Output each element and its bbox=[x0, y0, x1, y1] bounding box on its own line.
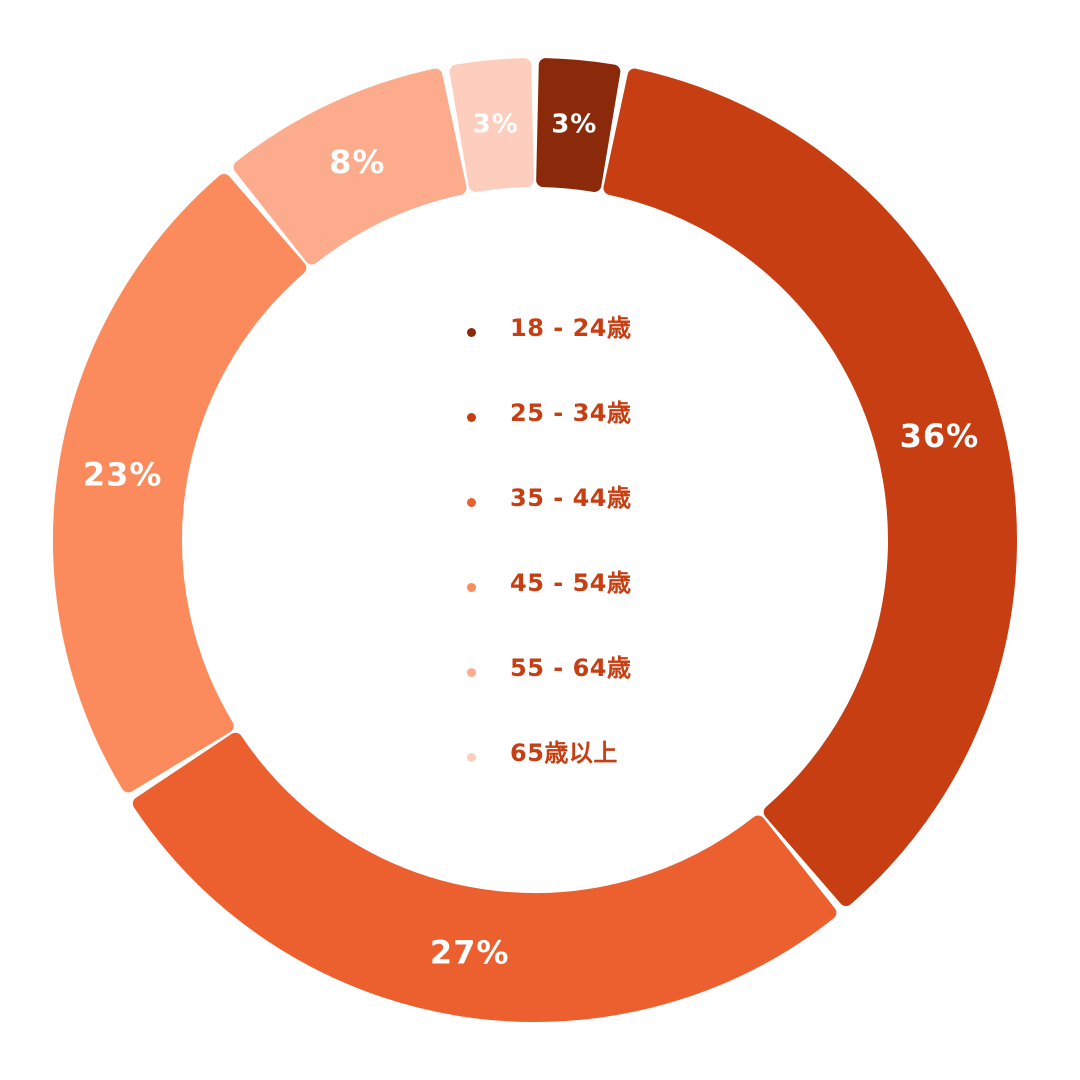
legend-item: 45 - 54歳 bbox=[460, 560, 631, 600]
donut-slice bbox=[603, 68, 1017, 907]
legend-item: 25 - 34歳 bbox=[460, 390, 631, 430]
legend-swatch bbox=[467, 582, 476, 592]
legend-item: 35 - 44歳 bbox=[460, 475, 631, 515]
slice-value-label: 23% bbox=[83, 456, 163, 494]
legend-label: 65歳以上 bbox=[510, 738, 618, 767]
slice-value-labels: 3% 36% 27% 23% 8% 3% bbox=[83, 109, 980, 971]
legend-label: 45 - 54歳 bbox=[510, 568, 632, 597]
legend-swatch bbox=[467, 412, 476, 422]
donut-slice bbox=[536, 58, 621, 192]
legend-label: 55 - 64歳 bbox=[510, 653, 632, 682]
legend-swatch bbox=[467, 667, 476, 677]
slice-value-label: 3% bbox=[473, 109, 519, 139]
donut-slice bbox=[233, 68, 467, 265]
legend-swatch bbox=[467, 327, 476, 337]
legend-swatch bbox=[467, 497, 476, 507]
donut-slice bbox=[53, 173, 307, 793]
legend-item: 65歳以上 bbox=[460, 730, 618, 770]
legend-swatch bbox=[467, 752, 476, 762]
slice-value-label: 36% bbox=[900, 417, 980, 455]
donut-slices bbox=[53, 58, 1017, 1022]
donut-slice bbox=[449, 58, 534, 192]
slice-value-label: 8% bbox=[329, 143, 385, 181]
donut-slice bbox=[132, 732, 837, 1022]
legend-label: 25 - 34歳 bbox=[510, 398, 632, 427]
legend-item: 18 - 24歳 bbox=[460, 305, 631, 345]
slice-value-label: 27% bbox=[430, 933, 510, 971]
legend-item: 55 - 64歳 bbox=[460, 645, 631, 685]
legend-label: 35 - 44歳 bbox=[510, 483, 632, 512]
slice-value-label: 3% bbox=[551, 109, 597, 139]
legend-label: 18 - 24歳 bbox=[510, 313, 632, 342]
